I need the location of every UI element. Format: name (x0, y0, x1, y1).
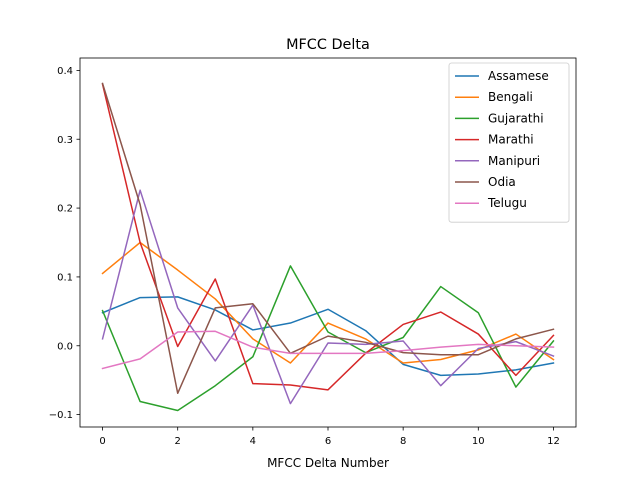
y-tick-label: −0.1 (49, 410, 73, 421)
y-tick-label: 0.3 (57, 135, 73, 146)
x-axis-label: MFCC Delta Number (267, 456, 389, 470)
axes-layer: 0 2 4 6 8 10 12 −0.1 0.0 0.1 0.2 0.3 0.4 (49, 57, 577, 447)
x-tick-label: 2 (175, 436, 181, 447)
y-tick-label: 0.4 (57, 66, 73, 77)
series-line-marathi (101, 83, 555, 391)
series-line-assamese (101, 296, 555, 377)
y-tick-label: 0.2 (57, 204, 73, 215)
x-tick-label: 4 (250, 436, 256, 447)
x-tick-label: 0 (99, 436, 105, 447)
legend-label-marathi: Marathi (488, 133, 534, 147)
legend-label-assamese: Assamese (488, 69, 549, 83)
x-tick-label: 12 (547, 436, 560, 447)
chart-title: MFCC Delta (286, 37, 370, 53)
series-line-gujarathi (101, 265, 555, 412)
x-tick-label: 8 (400, 436, 406, 447)
legend-label-telugu: Telugu (487, 196, 527, 210)
y-tick-label: 0.0 (57, 341, 73, 352)
legend: Assamese Bengali Gujarathi Marathi Manipuri O… (448, 62, 570, 223)
legend-label-gujarathi: Gujarathi (488, 111, 544, 125)
series-layer (101, 82, 555, 412)
series-line-telugu (101, 330, 555, 370)
legend-label-odia: Odia (488, 175, 516, 189)
legend-label-bengali: Bengali (488, 90, 533, 104)
legend-label-manipuri: Manipuri (488, 154, 540, 168)
series-line-manipuri (101, 189, 555, 405)
series-line-bengali (101, 241, 555, 364)
series-line-odia (101, 82, 555, 395)
x-tick-label: 10 (472, 436, 485, 447)
x-tick-label: 6 (325, 436, 331, 447)
y-tick-label: 0.1 (57, 273, 73, 284)
